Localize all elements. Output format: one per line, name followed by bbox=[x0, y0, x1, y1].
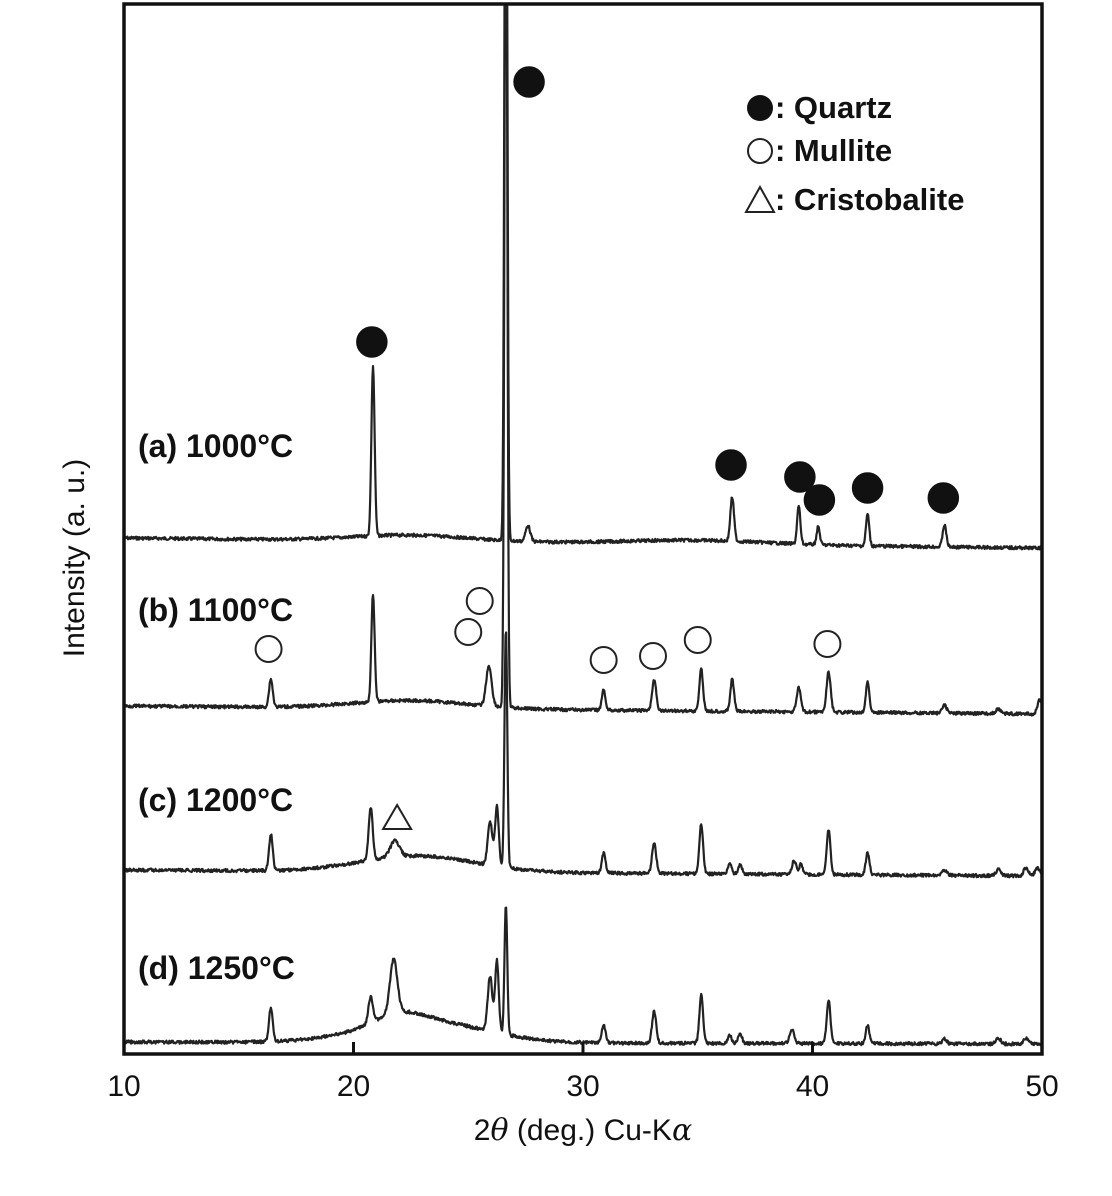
quartz-marker bbox=[356, 326, 388, 358]
cristobalite-marker bbox=[381, 803, 413, 830]
quartz-marker bbox=[784, 461, 816, 493]
x-axis-label-prefix: 2 bbox=[474, 1114, 491, 1147]
series-label-d: (d) 1250°C bbox=[138, 950, 295, 986]
x-tick-label: 40 bbox=[796, 1070, 829, 1103]
traces bbox=[124, 4, 1042, 1047]
series-label-b: (b) 1100°C bbox=[138, 592, 293, 628]
x-tick-label: 50 bbox=[1025, 1070, 1058, 1103]
legend-symbol-open-triangle bbox=[744, 184, 776, 213]
quartz-marker bbox=[513, 66, 545, 98]
mullite-marker bbox=[683, 626, 712, 654]
series-line-c bbox=[124, 631, 1042, 879]
legend-label: : Quartz bbox=[775, 90, 892, 125]
trace-labels: (a) 1000°C (b) 1100°C (c) 1200°C (d) 1250°C bbox=[138, 428, 295, 986]
mullite-marker bbox=[254, 635, 283, 663]
x-tick-label: 10 bbox=[107, 1070, 140, 1103]
x-axis-label: 2θ (deg.) Cu-Kα bbox=[474, 1113, 692, 1148]
x-tick-label: 20 bbox=[337, 1070, 370, 1103]
legend-label: : Cristobalite bbox=[775, 182, 964, 217]
quartz-marker bbox=[715, 449, 747, 481]
mullite-marker bbox=[589, 646, 618, 674]
quartz-marker bbox=[927, 482, 960, 514]
mullite-marker bbox=[813, 630, 842, 658]
legend-symbol-open-circle bbox=[747, 138, 773, 164]
legend-label: : Mullite bbox=[775, 133, 892, 168]
phase-markers bbox=[254, 66, 960, 830]
legend-symbol-filled-circle bbox=[747, 95, 773, 121]
series-label-a: (a) 1000°C bbox=[138, 428, 293, 464]
x-tick-label: 30 bbox=[566, 1070, 599, 1103]
series-line-a bbox=[124, 4, 1042, 551]
y-axis-label: Intensity (a. u.) bbox=[58, 459, 91, 657]
mullite-marker bbox=[638, 642, 667, 670]
legend: : Quartz : Mullite : Cristobalite bbox=[744, 90, 964, 217]
x-axis: 10 20 30 40 50 bbox=[107, 1042, 1059, 1103]
series-line-b bbox=[124, 4, 1042, 717]
mullite-marker bbox=[454, 618, 483, 646]
plot-frame bbox=[122, 2, 1044, 1056]
x-axis-label-middle: (deg.) Cu-K bbox=[509, 1114, 672, 1147]
alpha-symbol: α bbox=[672, 1113, 692, 1148]
theta-symbol: θ bbox=[490, 1113, 508, 1148]
quartz-marker bbox=[803, 484, 836, 516]
series-label-c: (c) 1200°C bbox=[138, 782, 293, 818]
mullite-marker bbox=[465, 587, 494, 615]
quartz-marker bbox=[851, 472, 884, 504]
